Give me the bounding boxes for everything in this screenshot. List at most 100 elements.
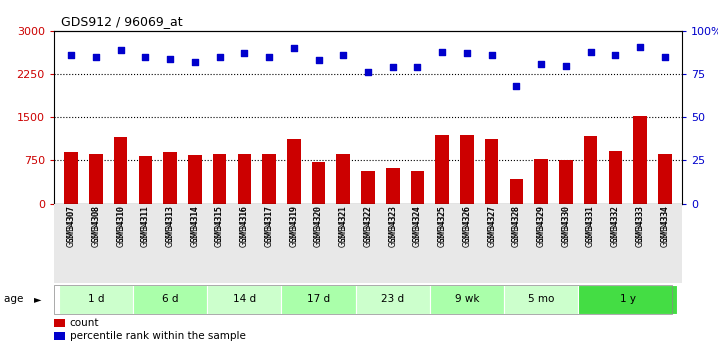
Bar xyxy=(188,155,202,204)
Point xyxy=(65,52,77,58)
Text: GSM34328: GSM34328 xyxy=(512,205,521,242)
Text: GSM34316: GSM34316 xyxy=(240,205,249,247)
Bar xyxy=(510,179,523,204)
Text: GSM34330: GSM34330 xyxy=(561,205,570,242)
Bar xyxy=(435,135,449,204)
Text: 1 y: 1 y xyxy=(620,294,635,304)
Bar xyxy=(114,137,127,204)
Text: GSM34310: GSM34310 xyxy=(116,205,125,242)
Bar xyxy=(54,319,65,327)
Bar xyxy=(54,204,682,283)
Bar xyxy=(460,135,474,204)
Point xyxy=(313,58,325,63)
Text: GSM34314: GSM34314 xyxy=(190,205,200,247)
Point xyxy=(238,51,250,56)
Text: GSM34316: GSM34316 xyxy=(240,205,249,242)
Point xyxy=(139,54,151,60)
Text: GSM34326: GSM34326 xyxy=(462,205,472,247)
Text: GSM34320: GSM34320 xyxy=(314,205,323,247)
Text: GSM34307: GSM34307 xyxy=(67,205,75,247)
Point xyxy=(659,54,671,60)
Bar xyxy=(163,152,177,204)
Bar xyxy=(133,285,208,314)
Text: GSM34332: GSM34332 xyxy=(611,205,620,247)
Text: 17 d: 17 d xyxy=(307,294,330,304)
Point xyxy=(585,49,597,55)
Bar xyxy=(59,285,133,314)
Text: GDS912 / 96069_at: GDS912 / 96069_at xyxy=(61,14,182,28)
Text: 1 d: 1 d xyxy=(88,294,104,304)
Text: GSM34331: GSM34331 xyxy=(586,205,595,247)
Text: GSM34322: GSM34322 xyxy=(363,205,373,247)
Text: GSM34329: GSM34329 xyxy=(536,205,546,242)
Point xyxy=(337,52,349,58)
Text: GSM34334: GSM34334 xyxy=(661,205,669,242)
Bar xyxy=(312,161,325,204)
Text: GSM34308: GSM34308 xyxy=(91,205,101,242)
Bar xyxy=(386,168,399,204)
Point xyxy=(362,70,373,75)
Text: 23 d: 23 d xyxy=(381,294,404,304)
Text: GSM34319: GSM34319 xyxy=(289,205,298,247)
Text: GSM34307: GSM34307 xyxy=(67,205,75,242)
Point xyxy=(461,51,472,56)
Point xyxy=(264,54,275,60)
Bar xyxy=(355,285,430,314)
Bar xyxy=(65,152,78,204)
Bar xyxy=(262,154,276,204)
Bar xyxy=(337,154,350,204)
Point xyxy=(610,52,621,58)
Text: GSM34321: GSM34321 xyxy=(339,205,348,242)
Text: GSM34311: GSM34311 xyxy=(141,205,150,247)
Text: GSM34333: GSM34333 xyxy=(635,205,645,247)
Text: percentile rank within the sample: percentile rank within the sample xyxy=(70,331,246,341)
Bar xyxy=(504,285,578,314)
Text: GSM34332: GSM34332 xyxy=(611,205,620,242)
Bar xyxy=(213,154,226,204)
Point xyxy=(536,61,547,67)
Text: GSM34327: GSM34327 xyxy=(487,205,496,247)
Bar xyxy=(361,171,375,204)
Bar xyxy=(54,332,65,340)
Text: GSM34313: GSM34313 xyxy=(166,205,174,242)
Bar xyxy=(411,171,424,204)
Bar xyxy=(139,156,152,204)
Point xyxy=(387,65,398,70)
Point xyxy=(189,59,200,65)
Bar xyxy=(633,116,647,204)
Bar xyxy=(609,151,622,204)
Point xyxy=(288,46,299,51)
Text: GSM34323: GSM34323 xyxy=(388,205,397,242)
Text: GSM34317: GSM34317 xyxy=(264,205,274,242)
Bar xyxy=(534,159,548,204)
Text: GSM34313: GSM34313 xyxy=(166,205,174,247)
Text: GSM34334: GSM34334 xyxy=(661,205,669,247)
Bar xyxy=(559,160,573,204)
Text: GSM34331: GSM34331 xyxy=(586,205,595,242)
Text: count: count xyxy=(70,318,99,328)
Text: age: age xyxy=(4,294,27,304)
Text: GSM34330: GSM34330 xyxy=(561,205,570,247)
Point xyxy=(560,63,572,68)
Text: GSM34308: GSM34308 xyxy=(91,205,101,247)
Text: GSM34325: GSM34325 xyxy=(438,205,447,242)
Text: GSM34323: GSM34323 xyxy=(388,205,397,247)
Text: GSM34322: GSM34322 xyxy=(363,205,373,242)
Point xyxy=(634,44,645,49)
Text: GSM34333: GSM34333 xyxy=(635,205,645,242)
Text: 5 mo: 5 mo xyxy=(528,294,554,304)
Text: 6 d: 6 d xyxy=(162,294,178,304)
Bar xyxy=(578,285,677,314)
Point xyxy=(411,65,423,70)
Text: GSM34329: GSM34329 xyxy=(536,205,546,247)
Text: GSM34324: GSM34324 xyxy=(413,205,422,247)
Text: GSM34326: GSM34326 xyxy=(462,205,472,242)
Bar xyxy=(281,285,355,314)
Bar xyxy=(287,139,301,204)
Text: GSM34325: GSM34325 xyxy=(438,205,447,247)
Bar xyxy=(89,154,103,204)
Text: GSM34328: GSM34328 xyxy=(512,205,521,247)
Text: GSM34321: GSM34321 xyxy=(339,205,348,247)
Text: GSM34317: GSM34317 xyxy=(264,205,274,247)
Point xyxy=(115,47,126,53)
